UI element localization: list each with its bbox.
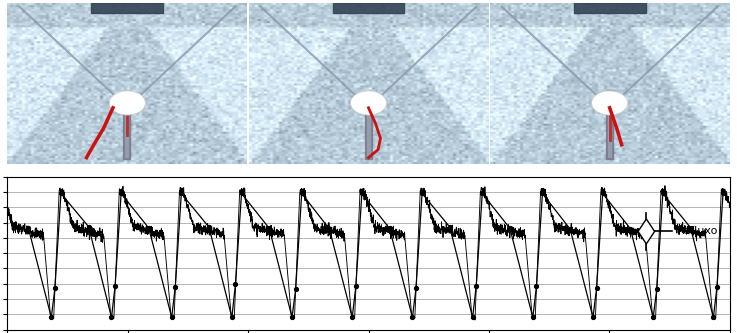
Circle shape: [109, 91, 145, 115]
Polygon shape: [638, 219, 654, 244]
Text: Refluxo: Refluxo: [677, 226, 719, 236]
Circle shape: [592, 91, 628, 115]
Circle shape: [351, 91, 386, 115]
